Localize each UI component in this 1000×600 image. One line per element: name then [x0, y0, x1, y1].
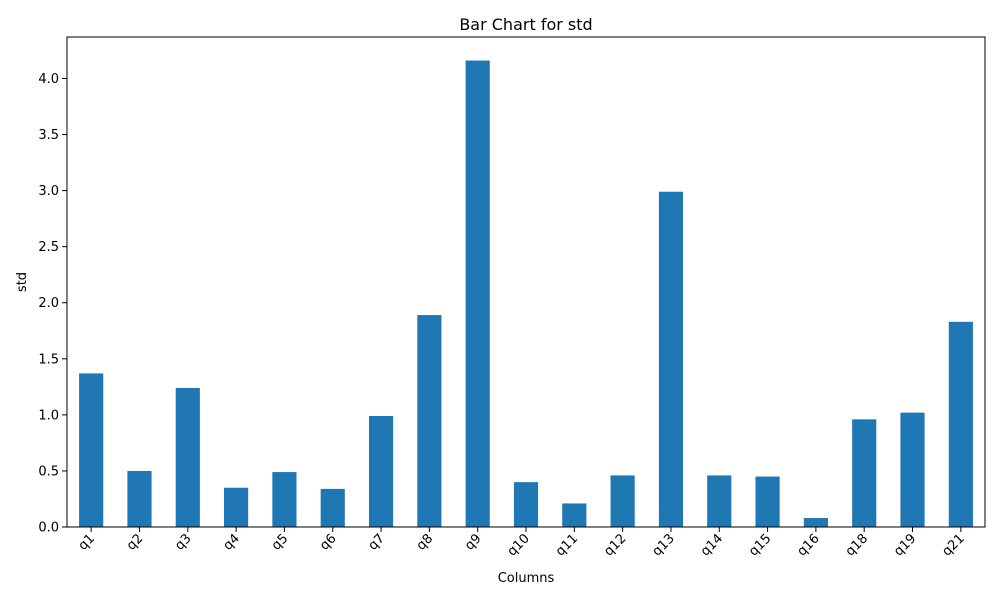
y-axis-label: std — [15, 272, 30, 292]
bar-q18 — [852, 419, 877, 527]
bar-q6 — [320, 488, 345, 527]
y-tick-label: 3.5 — [38, 128, 59, 143]
y-tick-label: 2.5 — [38, 240, 59, 255]
bar-q9 — [465, 60, 490, 528]
bar-q2 — [127, 470, 152, 527]
x-tick-label: q2 — [124, 531, 146, 553]
x-tick-label: q19 — [891, 531, 919, 559]
bar-q10 — [513, 482, 539, 527]
y-tick-label: 0.5 — [38, 464, 59, 479]
bar-q15 — [755, 476, 780, 527]
x-tick-label: q3 — [172, 531, 194, 553]
x-tick-label: q12 — [601, 531, 629, 559]
x-tick-label: q14 — [698, 531, 726, 559]
bar-q16 — [803, 518, 828, 527]
x-tick-label: q1 — [76, 531, 98, 553]
bar-q14 — [707, 475, 732, 527]
x-tick-label: q8 — [414, 531, 436, 553]
x-tick-label: q4 — [221, 531, 243, 553]
bars-group — [79, 60, 973, 528]
bar-q19 — [900, 412, 925, 527]
bar-q21 — [948, 321, 973, 527]
y-tick-label: 4.0 — [38, 72, 59, 87]
x-tick-label: q11 — [553, 531, 581, 559]
y-tick-label: 2.0 — [38, 296, 59, 311]
bar-q13 — [658, 191, 684, 527]
x-tick-label: q7 — [366, 531, 388, 553]
bar-q4 — [224, 487, 249, 527]
x-tick-label: q13 — [650, 531, 678, 559]
x-tick-label: q10 — [505, 531, 533, 559]
y-tick-label: 1.0 — [38, 408, 59, 423]
x-tick-label: q9 — [462, 531, 484, 553]
x-tick-label: q15 — [746, 531, 774, 559]
x-axis-ticks: q1 q2 q3 q4 q5 q6 q7 q8 q9 q10 q11 q12 q13 q14 q15 q16 q… — [76, 527, 968, 559]
bar-q5 — [272, 472, 297, 527]
y-tick-label: 1.5 — [38, 352, 59, 367]
x-tick-label: q18 — [843, 531, 871, 559]
chart-title: Bar Chart for std — [459, 15, 592, 34]
y-tick-label: 0.0 — [38, 521, 59, 536]
x-tick-label: q21 — [940, 531, 968, 559]
bar-q3 — [175, 387, 200, 527]
bar-q7 — [368, 415, 394, 527]
bar-q1 — [79, 373, 104, 527]
y-axis-ticks: 0.0 0.5 1.0 1.5 2.0 2.5 3.0 3.5 4.0 — [38, 72, 67, 536]
plot-frame — [66, 36, 986, 528]
x-tick-label: q5 — [269, 531, 291, 553]
bar-q8 — [417, 315, 442, 527]
bar-q12 — [610, 475, 635, 527]
x-axis-label: Columns — [498, 571, 555, 586]
bar-q11 — [562, 503, 587, 527]
y-tick-label: 3.0 — [38, 184, 59, 199]
x-tick-label: q16 — [795, 531, 823, 559]
x-tick-label: q6 — [317, 531, 339, 553]
